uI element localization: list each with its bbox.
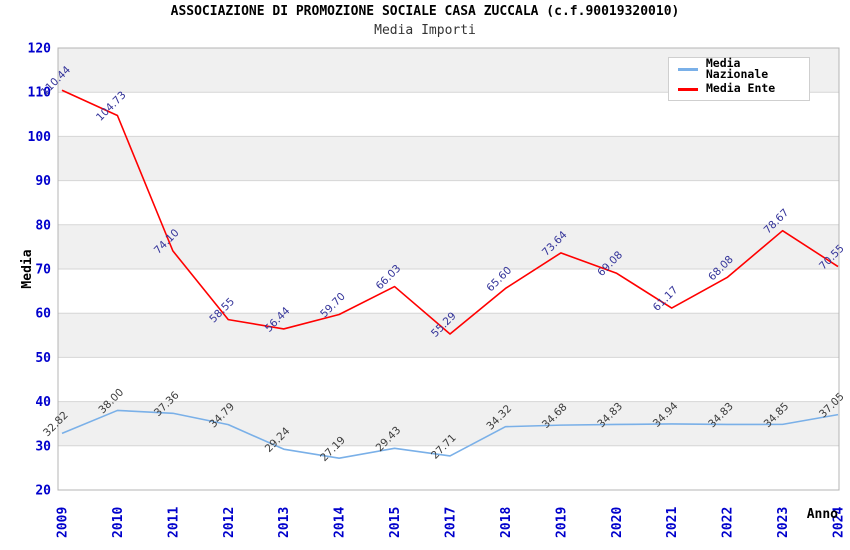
x-axis-title: Anno — [807, 507, 838, 522]
legend-label-media-ente: Media Ente — [706, 81, 776, 96]
chart-title: ASSOCIAZIONE DI PROMOZIONE SOCIALE CASA … — [170, 4, 680, 19]
x-tick-label: 2024 — [832, 507, 847, 538]
plot-border — [57, 47, 840, 491]
y-axis-title: Media — [20, 249, 35, 288]
y-tick-label: 20 — [35, 484, 51, 499]
x-tick-label: 2023 — [776, 507, 791, 538]
legend-swatch-media-nazionale-icon — [678, 67, 698, 71]
y-tick-label: 50 — [35, 351, 51, 366]
legend: Media Nazionale Media Ente — [668, 57, 810, 101]
grid-band — [58, 136, 839, 181]
chart-subtitle: Media Importi — [374, 23, 476, 38]
data-label-media-ente: 61.17 — [651, 284, 681, 314]
y-tick-label: 40 — [35, 395, 51, 410]
y-tick-label: 90 — [35, 174, 51, 189]
x-tick-label: 2021 — [665, 507, 680, 538]
grid-band — [58, 313, 839, 358]
y-tick-label: 100 — [28, 130, 52, 145]
x-tick-label: 2017 — [444, 507, 459, 538]
series-line-media-nazionale — [61, 409, 839, 460]
x-tick-label: 2014 — [333, 507, 348, 538]
legend-item-media-nazionale: Media Nazionale — [678, 57, 809, 80]
x-tick-label: 2013 — [277, 507, 292, 538]
x-tick-label: 2019 — [554, 507, 569, 538]
legend-item-media-ente: Media Ente — [678, 81, 809, 97]
y-tick-label: 120 — [28, 42, 52, 57]
y-tick-label: 80 — [35, 218, 51, 233]
x-tick-label: 2022 — [721, 507, 736, 538]
x-tick-label: 2010 — [111, 507, 126, 538]
grid-band — [58, 224, 839, 269]
x-tick-label: 2015 — [388, 507, 403, 538]
legend-label-media-nazionale: Media Nazionale — [705, 55, 769, 81]
series-line-media-ente — [61, 89, 839, 335]
y-tick-label: 30 — [35, 439, 51, 454]
y-tick-label: 60 — [35, 307, 51, 322]
y-tick-label: 110 — [28, 86, 52, 101]
x-tick-label: 2020 — [610, 507, 625, 538]
x-tick-label: 2011 — [166, 507, 181, 538]
x-tick-label: 2009 — [56, 507, 71, 538]
legend-swatch-media-ente-icon — [678, 87, 698, 91]
y-tick-label: 70 — [35, 263, 51, 278]
x-tick-label: 2012 — [222, 507, 237, 538]
x-tick-label: 2018 — [499, 507, 514, 538]
